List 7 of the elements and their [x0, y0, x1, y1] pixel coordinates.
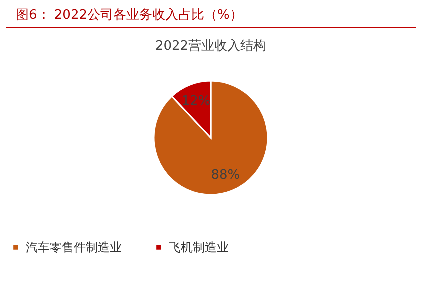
data-label: 88%	[211, 168, 240, 184]
data-label: 12%	[182, 94, 211, 109]
pie-slice	[153, 80, 269, 196]
chart-title: 图6： 2022公司各业务收入占比（%）	[6, 0, 416, 28]
chart-subtitle: 2022营业收入结构	[155, 39, 267, 54]
legend-label: 飞机制造业	[169, 240, 229, 254]
legend-label: 汽车零售件制造业	[26, 240, 122, 254]
